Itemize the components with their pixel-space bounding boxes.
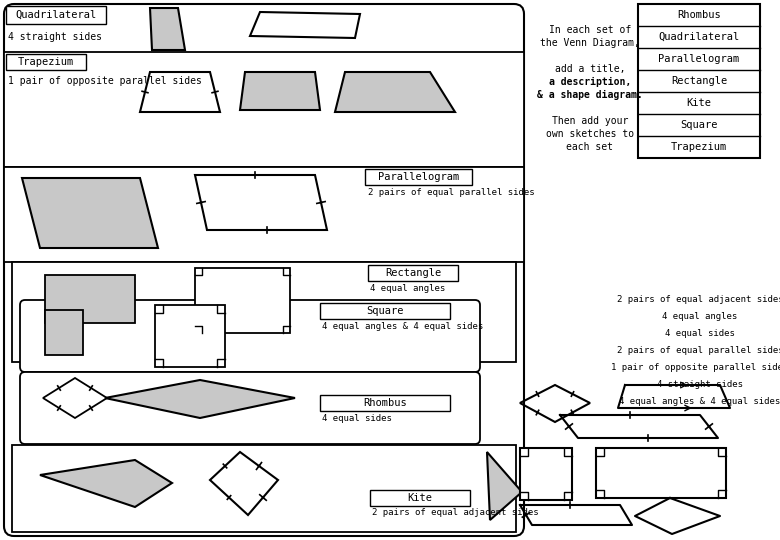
FancyBboxPatch shape [20, 372, 480, 444]
Polygon shape [22, 178, 158, 248]
Polygon shape [240, 72, 320, 110]
Bar [638, 4, 760, 158]
Text: 4 straight sides: 4 straight sides [657, 380, 743, 389]
Text: a description,: a description, [549, 77, 631, 87]
Bar [155, 305, 225, 367]
Text: Quadrilateral: Quadrilateral [658, 32, 739, 42]
Text: 2 pairs of equal adjacent sides: 2 pairs of equal adjacent sides [372, 508, 539, 517]
Text: each set: each set [566, 142, 614, 152]
Text: Then add your: Then add your [551, 116, 628, 126]
Bar [45, 275, 135, 323]
Bar [12, 445, 516, 532]
Text: Rhombus: Rhombus [363, 398, 407, 408]
Text: Kite: Kite [407, 493, 432, 503]
Text: Parallelogram: Parallelogram [658, 54, 739, 64]
Text: Square: Square [367, 306, 404, 316]
Text: 4 equal angles & 4 equal sides: 4 equal angles & 4 equal sides [619, 397, 780, 406]
Text: Trapezium: Trapezium [671, 142, 727, 152]
Text: the Venn Diagram,: the Venn Diagram, [540, 38, 640, 48]
Bar [320, 395, 450, 411]
Bar [520, 448, 572, 500]
FancyBboxPatch shape [20, 300, 480, 372]
Text: Rectangle: Rectangle [385, 268, 441, 278]
Text: Rhombus: Rhombus [677, 10, 721, 20]
Bar [4, 167, 524, 262]
Text: Quadrilateral: Quadrilateral [16, 10, 97, 20]
Text: add a title,: add a title, [555, 64, 626, 74]
Polygon shape [335, 72, 455, 112]
Text: 4 equal angles: 4 equal angles [662, 312, 738, 321]
Text: 4 equal angles & 4 equal sides: 4 equal angles & 4 equal sides [322, 322, 484, 331]
Text: Kite: Kite [686, 98, 711, 108]
Text: 2 pairs of equal parallel sides: 2 pairs of equal parallel sides [617, 346, 780, 355]
Text: 4 equal sides: 4 equal sides [322, 414, 392, 423]
Text: Trapezium: Trapezium [18, 57, 74, 67]
Text: 2 pairs of equal parallel sides: 2 pairs of equal parallel sides [368, 188, 534, 197]
Bar [12, 262, 516, 362]
Text: In each set of: In each set of [549, 25, 631, 35]
Text: own sketches to: own sketches to [546, 129, 634, 139]
Bar [596, 448, 726, 498]
Polygon shape [150, 8, 185, 50]
Text: 4 equal sides: 4 equal sides [665, 329, 735, 338]
Bar [6, 6, 106, 24]
Bar [6, 54, 86, 70]
Polygon shape [487, 452, 522, 520]
Bar [195, 268, 290, 333]
Bar [368, 265, 458, 281]
Text: Parallelogram: Parallelogram [378, 172, 459, 182]
Bar [370, 490, 470, 506]
Text: 4 equal angles: 4 equal angles [370, 284, 445, 293]
Bar [45, 310, 83, 355]
FancyBboxPatch shape [4, 4, 524, 536]
Polygon shape [40, 460, 172, 507]
Text: 2 pairs of equal adjacent sides: 2 pairs of equal adjacent sides [617, 295, 780, 304]
Text: & a shape diagram.: & a shape diagram. [537, 90, 643, 100]
Text: Square: Square [680, 120, 718, 130]
Text: Rectangle: Rectangle [671, 76, 727, 86]
Text: 4 straight sides: 4 straight sides [8, 32, 102, 42]
Bar [365, 169, 472, 185]
Bar [4, 52, 524, 167]
Polygon shape [105, 380, 295, 418]
Text: 1 pair of opposite parallel sides: 1 pair of opposite parallel sides [612, 363, 780, 372]
Bar [320, 303, 450, 319]
Text: 1 pair of opposite parallel sides: 1 pair of opposite parallel sides [8, 76, 202, 86]
